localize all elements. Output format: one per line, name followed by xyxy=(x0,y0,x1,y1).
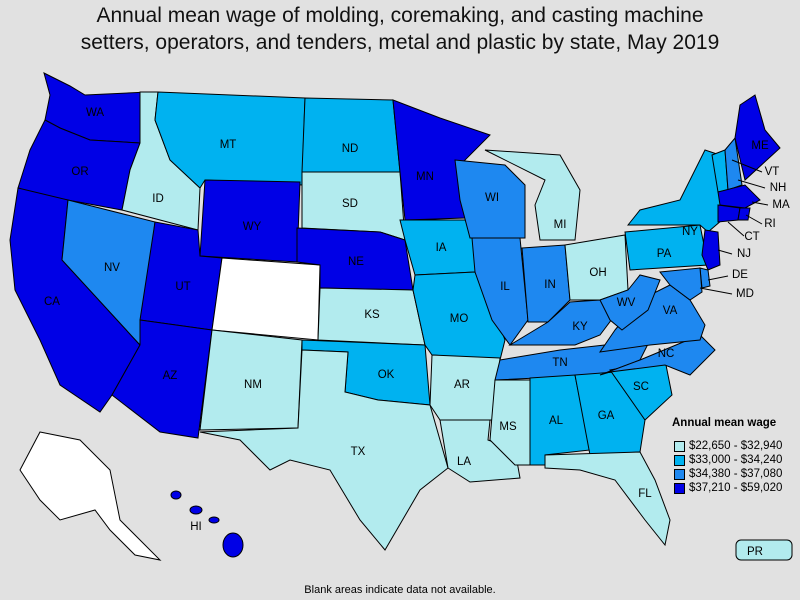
state-nh[interactable] xyxy=(724,136,743,191)
label-ks: KS xyxy=(364,309,380,321)
label-leader-lines xyxy=(699,159,769,295)
legend-label: $22,650 - $32,940 xyxy=(689,440,783,452)
state-wi[interactable] xyxy=(454,159,526,239)
state-fl[interactable] xyxy=(544,451,671,547)
label-nm: NM xyxy=(244,379,262,391)
label-wi: WI xyxy=(485,192,499,204)
label-va: VA xyxy=(663,305,678,317)
label-pr: PR xyxy=(747,546,763,558)
label-ga: GA xyxy=(598,410,615,422)
label-ri: RI xyxy=(764,218,776,230)
legend-item: $22,650 - $32,940 xyxy=(674,439,782,453)
label-id: ID xyxy=(152,193,164,205)
label-mn: MN xyxy=(416,171,434,183)
footnote: Blank areas indicate data not available. xyxy=(304,584,496,596)
label-sc: SC xyxy=(633,381,649,393)
state-labels: WA OR CA ID NV MT WY UT AZ NM ND SD NE K… xyxy=(44,107,790,558)
state-nj[interactable] xyxy=(701,229,721,271)
title-line-2: setters, operators, and tenders, metal a… xyxy=(80,31,720,54)
legend-swatch xyxy=(674,468,685,480)
label-oh: OH xyxy=(589,267,606,279)
state-hi-island-3[interactable] xyxy=(208,516,220,524)
legend-item: $34,380 - $37,080 xyxy=(674,467,782,481)
label-ar: AR xyxy=(454,379,470,391)
state-co[interactable] xyxy=(211,257,321,341)
legend: Annual mean wage $22,650 - $32,940 $33,0… xyxy=(672,417,782,495)
label-hi: HI xyxy=(190,521,202,533)
label-ma: MA xyxy=(772,199,790,211)
legend-label: $34,380 - $37,080 xyxy=(689,468,783,480)
label-sd: SD xyxy=(342,198,358,210)
label-fl: FL xyxy=(638,488,652,500)
label-nj: NJ xyxy=(737,248,751,260)
state-nc[interactable] xyxy=(599,334,716,376)
state-me[interactable] xyxy=(734,94,781,181)
label-mi: MI xyxy=(554,219,567,231)
label-ut: UT xyxy=(175,281,190,293)
label-ny: NY xyxy=(682,226,698,238)
label-wv: WV xyxy=(617,297,636,309)
legend-item: $37,210 - $59,020 xyxy=(674,481,782,495)
state-ma[interactable] xyxy=(717,184,761,209)
label-ca: CA xyxy=(44,296,60,308)
label-wa: WA xyxy=(86,107,104,119)
label-tx: TX xyxy=(351,446,366,458)
label-ia: IA xyxy=(436,242,447,254)
state-tx[interactable] xyxy=(199,349,449,551)
state-hi-island-1[interactable] xyxy=(170,490,182,500)
label-la: LA xyxy=(457,456,471,468)
label-az: AZ xyxy=(163,370,178,382)
label-wy: WY xyxy=(243,221,262,233)
state-ms[interactable] xyxy=(489,379,531,466)
legend-title: Annual mean wage xyxy=(672,417,777,429)
label-in: IN xyxy=(544,279,556,291)
legend-swatch xyxy=(674,440,685,452)
legend-swatch xyxy=(674,454,685,466)
label-al: AL xyxy=(549,415,564,427)
label-nh: NH xyxy=(770,182,787,194)
legend-item: $33,000 - $34,240 xyxy=(674,453,782,467)
label-ne: NE xyxy=(348,256,364,268)
legend-label: $37,210 - $59,020 xyxy=(689,482,783,494)
state-pr[interactable] xyxy=(735,539,793,561)
label-ct: CT xyxy=(744,231,759,243)
map-title: Annual mean wage of molding, coremaking,… xyxy=(0,2,800,56)
label-nc: NC xyxy=(658,348,675,360)
state-ct[interactable] xyxy=(717,204,741,223)
title-line-1: Annual mean wage of molding, coremaking,… xyxy=(96,4,704,27)
label-pa: PA xyxy=(657,248,672,260)
label-vt: VT xyxy=(765,166,780,178)
label-nv: NV xyxy=(104,262,120,274)
label-ky: KY xyxy=(572,321,588,333)
label-ms: MS xyxy=(499,421,517,433)
state-nd[interactable] xyxy=(301,97,401,173)
state-hi-island-2[interactable] xyxy=(189,505,203,515)
label-de: DE xyxy=(732,269,748,281)
state-md[interactable] xyxy=(659,267,703,301)
state-ri[interactable] xyxy=(737,207,751,221)
state-wv[interactable] xyxy=(599,274,661,331)
state-in[interactable] xyxy=(521,244,571,323)
label-md: MD xyxy=(736,288,754,300)
state-ak[interactable] xyxy=(19,431,162,561)
label-me: ME xyxy=(751,140,769,152)
legend-label: $33,000 - $34,240 xyxy=(689,454,783,466)
label-or: OR xyxy=(71,166,88,178)
label-mo: MO xyxy=(450,313,469,325)
label-il: IL xyxy=(500,281,510,293)
label-tn: TN xyxy=(552,357,567,369)
label-ok: OK xyxy=(378,369,395,381)
label-nd: ND xyxy=(342,143,359,155)
legend-swatch xyxy=(674,482,685,494)
state-mi[interactable] xyxy=(484,149,581,241)
label-mt: MT xyxy=(220,139,237,151)
state-ny[interactable] xyxy=(626,149,723,233)
state-hi-island-4[interactable] xyxy=(222,532,244,558)
